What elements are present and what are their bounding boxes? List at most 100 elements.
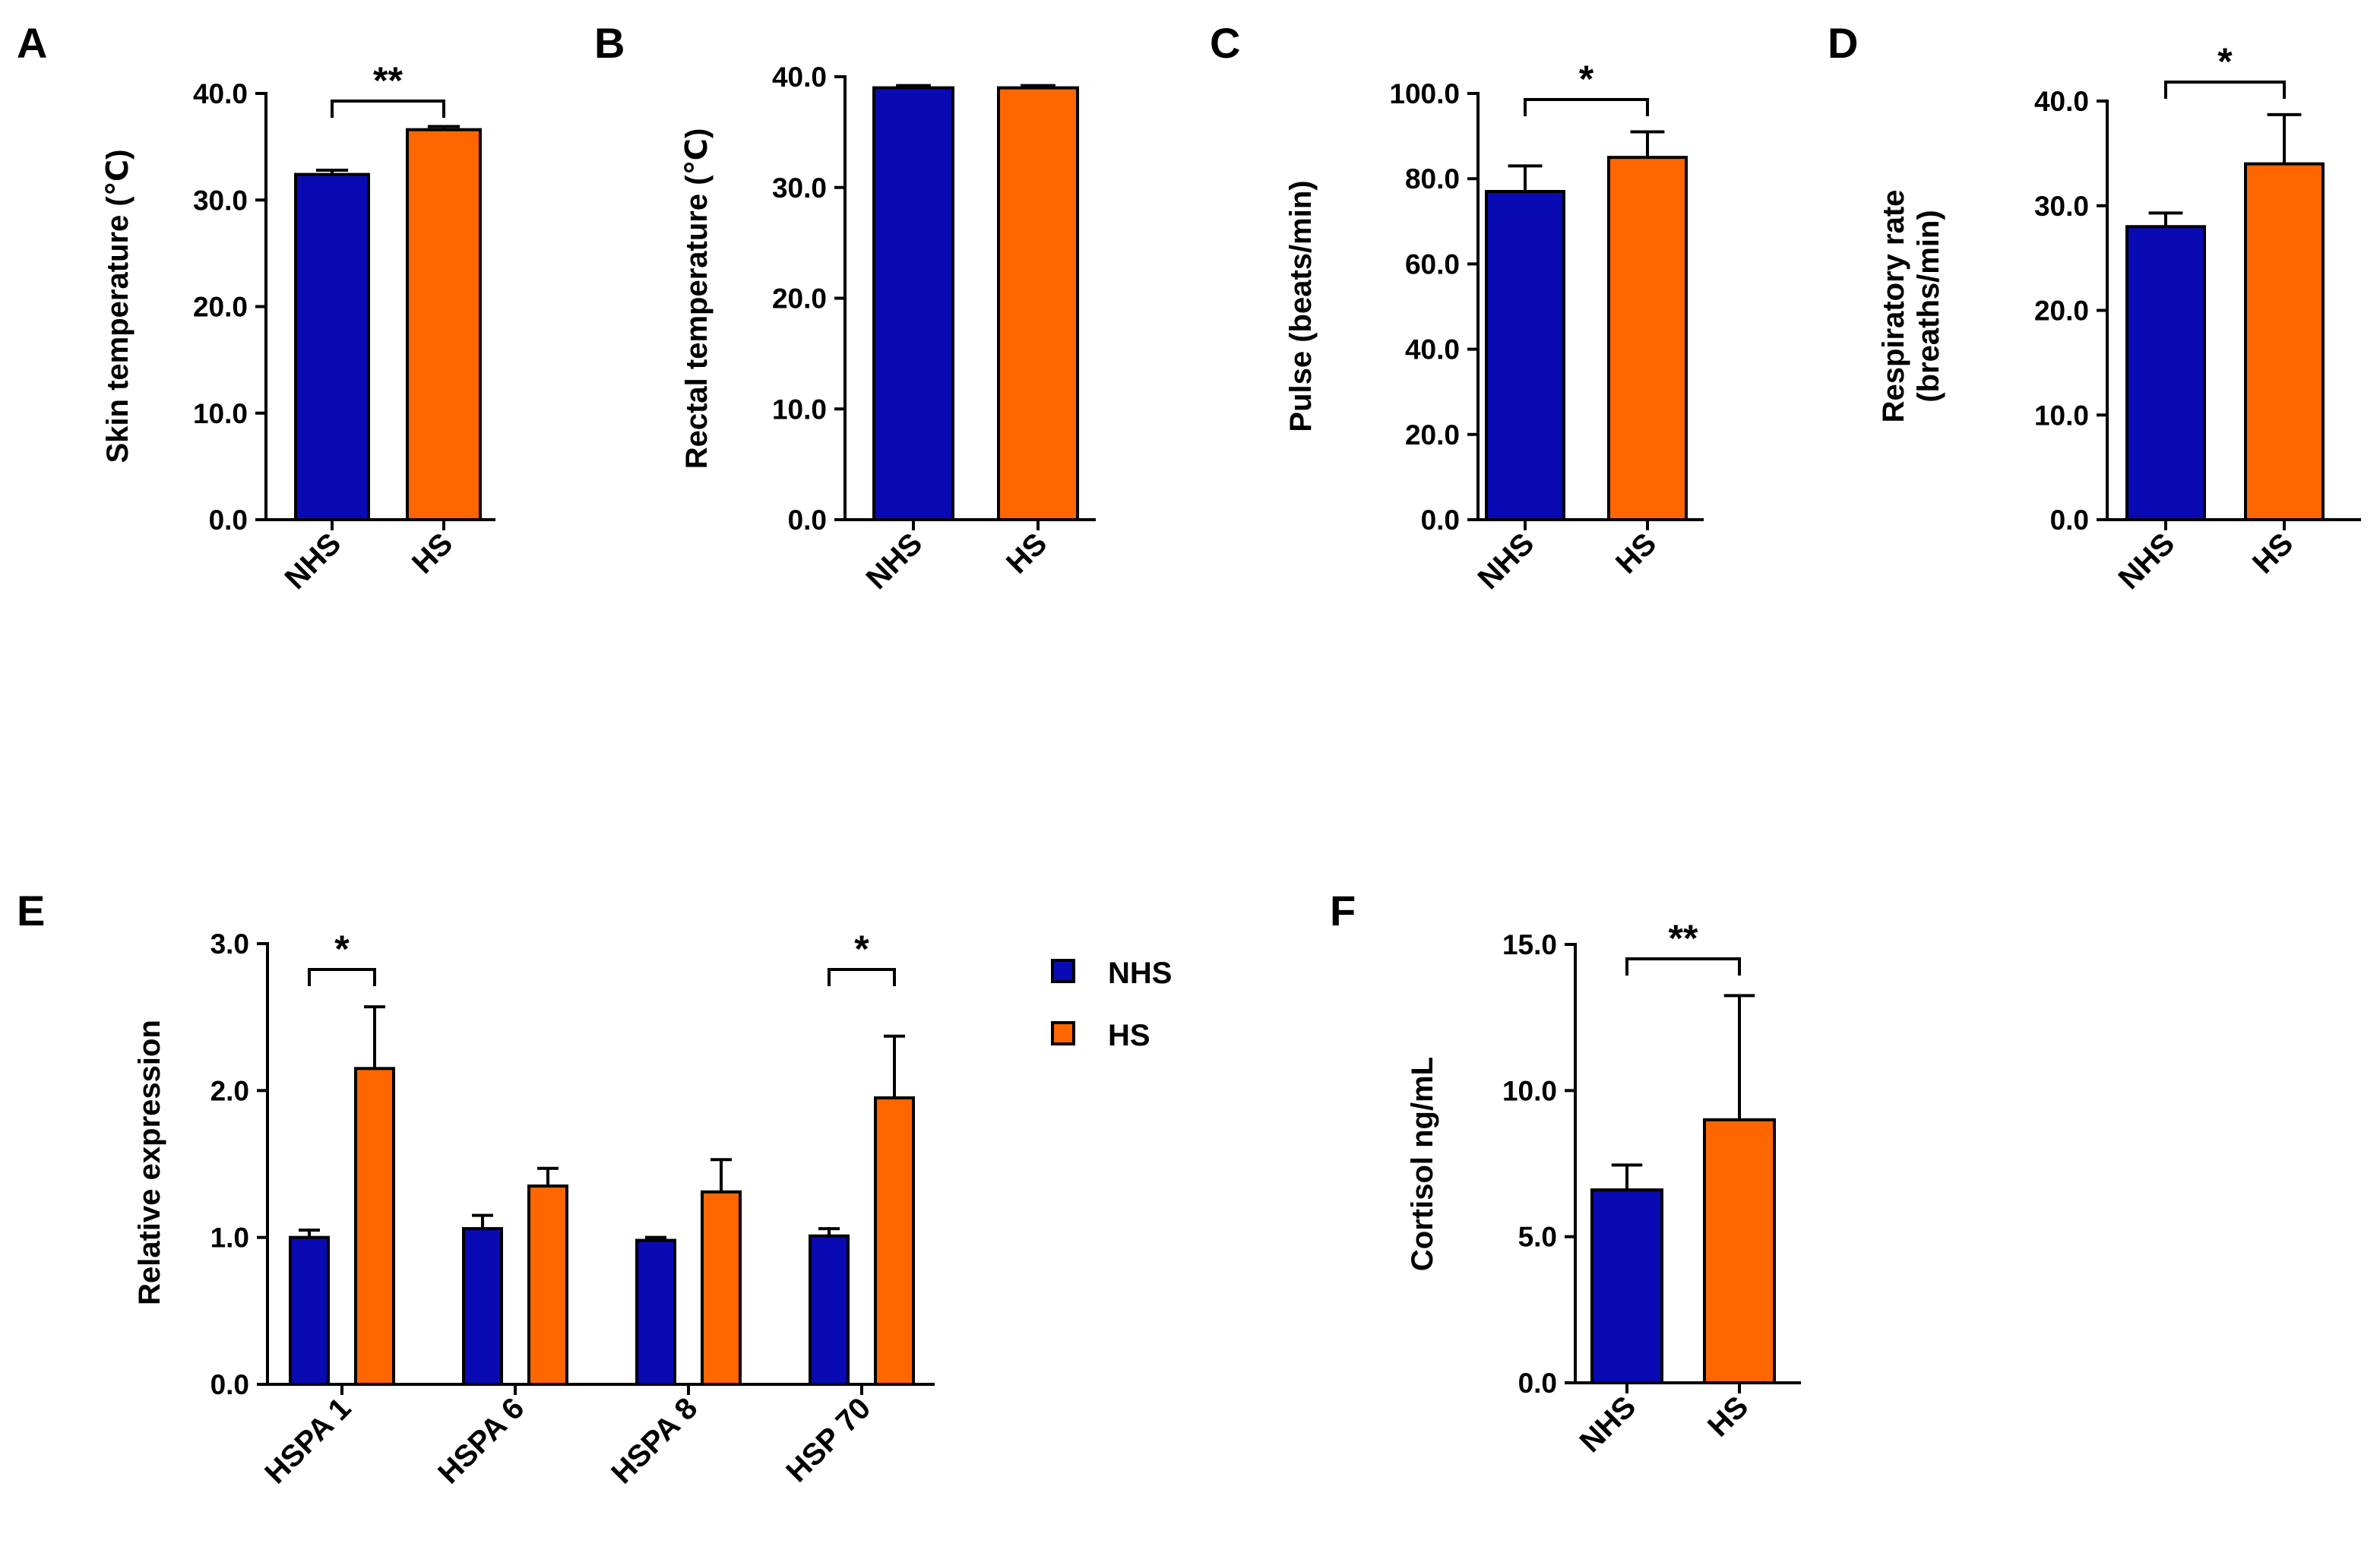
x-tick-label-a-0: NHS: [279, 527, 348, 596]
bar-a-hs-1: [406, 128, 482, 521]
y-tick-label-c-5: 100.0: [1389, 78, 1460, 109]
y-tick-label-d-3: 30.0: [2034, 191, 2089, 222]
bar-e-hs-1: [527, 1185, 568, 1386]
bar-b-nhs-0: [872, 86, 954, 521]
significance-bracket-e-1: [828, 968, 896, 986]
y-tick-label-f-0: 0.0: [1518, 1368, 1557, 1399]
panel-letter-f: F: [1330, 887, 1356, 935]
bar-e-hs-3: [874, 1096, 915, 1386]
y-tick-label-a-0: 0.0: [209, 504, 248, 536]
significance-bracket-d-0-label: *: [2217, 40, 2233, 83]
significance-bracket-e-0-label: *: [334, 928, 350, 970]
y-tick-label-e-2: 2.0: [210, 1075, 249, 1106]
x-tick-label-d-1: HS: [2246, 527, 2299, 580]
panel-f: F: [1330, 887, 1356, 935]
y-tick-label-c-1: 20.0: [1405, 419, 1460, 451]
panel-letter-e: E: [17, 887, 45, 935]
y-axis-label-line-d-0: Respiratory rate: [1877, 190, 1910, 423]
y-tick-label-d-1: 10.0: [2034, 400, 2089, 431]
panel-c: C: [1210, 19, 1240, 67]
chart-b: 0.0 10.0 20.0 30.0 40.0 Rectal temperature (℃…: [680, 62, 1096, 596]
y-tick-label-e-3: 3.0: [210, 928, 249, 960]
bar-d-hs-1: [2244, 162, 2325, 521]
significance-bracket-d-0: [2164, 81, 2286, 99]
y-tick-label-d-2: 20.0: [2034, 296, 2089, 327]
panel-letter-a: A: [17, 19, 47, 67]
bar-f-hs-1: [1703, 1118, 1776, 1385]
y-tick-label-a-4: 40.0: [193, 78, 248, 109]
panel-d: D: [1828, 19, 1858, 67]
bar-c-hs-1: [1607, 156, 1688, 521]
x-tick-label-f-0: NHS: [1574, 1390, 1643, 1459]
y-tick-label-e-0: 0.0: [210, 1369, 249, 1400]
bar-e-nhs-1: [462, 1227, 503, 1386]
y-axis-label-e: Relative expression: [133, 1020, 166, 1305]
legend-label-hs: HS: [1108, 1019, 1150, 1052]
y-axis-label-a: Skin temperature (℃): [101, 150, 135, 463]
x-tick-label-b-1: HS: [1000, 527, 1053, 580]
bar-f-nhs-0: [1590, 1188, 1663, 1384]
y-tick-label-a-3: 30.0: [193, 185, 248, 216]
y-axis-label-f: Cortisol ng/mL: [1406, 1057, 1439, 1271]
bar-e-nhs-2: [635, 1238, 676, 1386]
bar-b-hs-1: [997, 86, 1079, 521]
bar-d-nhs-0: [2125, 225, 2206, 521]
significance-bracket-a-0: [331, 100, 445, 118]
y-axis-label-d: Respiratory rate(breaths/min): [1877, 190, 1945, 423]
y-tick-label-d-0: 0.0: [2050, 504, 2089, 536]
y-tick-label-a-1: 10.0: [193, 398, 248, 429]
x-tick-label-e-1: HSPA 6: [432, 1391, 530, 1490]
chart-a: 0.0 10.0 20.0 30.0 40.0 Skin temperature (℃) N…: [101, 59, 495, 596]
x-tick-label-d-0: NHS: [2113, 527, 2182, 596]
legend-swatch-nhs: [1051, 959, 1075, 983]
panel-a: A: [17, 19, 47, 67]
bar-e-hs-2: [701, 1190, 742, 1386]
x-tick-label-c-1: HS: [1609, 527, 1663, 580]
chart-e: 0.0 1.0 2.0 3.0 Relative expression HSPA 1 HSP…: [133, 928, 935, 1490]
panel-letter-d: D: [1828, 19, 1858, 67]
x-tick-label-c-0: NHS: [1472, 527, 1541, 596]
y-axis-label-line-d-1: (breaths/min): [1912, 210, 1945, 402]
y-tick-label-b-2: 20.0: [772, 283, 827, 315]
y-tick-label-f-1: 5.0: [1518, 1222, 1557, 1253]
legend-swatch-hs: [1051, 1021, 1075, 1045]
y-tick-label-b-1: 10.0: [772, 394, 827, 425]
y-tick-label-b-3: 30.0: [772, 172, 827, 204]
y-tick-label-e-1: 1.0: [210, 1222, 249, 1254]
panel-e: E: [17, 887, 45, 935]
bar-e-hs-0: [354, 1067, 395, 1387]
x-tick-label-e-3: HSP 70: [780, 1391, 877, 1488]
chart-d: 0.0 10.0 20.0 30.0 40.0 Respiratory rate(brea…: [1877, 40, 2361, 596]
significance-bracket-e-0: [308, 968, 376, 986]
bar-a-nhs-0: [294, 172, 370, 521]
panel-b: B: [594, 19, 625, 67]
y-tick-label-f-3: 15.0: [1502, 929, 1557, 960]
significance-bracket-f-0: [1625, 957, 1741, 976]
significance-bracket-f-0-label: **: [1669, 917, 1698, 960]
x-tick-label-e-2: HSPA 8: [605, 1391, 704, 1490]
x-tick-label-e-0: HSPA 1: [258, 1391, 357, 1490]
bar-c-nhs-0: [1485, 190, 1565, 521]
y-axis-label-b: Rectal temperature (℃): [680, 128, 714, 470]
y-tick-label-a-2: 20.0: [193, 292, 248, 323]
significance-bracket-a-0-label: **: [373, 59, 403, 102]
y-tick-label-c-3: 60.0: [1405, 248, 1460, 280]
y-tick-label-d-4: 40.0: [2034, 86, 2089, 117]
legend: NHS HS: [1051, 957, 1172, 1052]
y-tick-label-b-4: 40.0: [772, 62, 827, 93]
significance-bracket-c-0: [1524, 98, 1649, 116]
bar-e-nhs-3: [809, 1234, 850, 1386]
bar-e-nhs-0: [289, 1235, 330, 1386]
panel-letter-c: C: [1210, 19, 1240, 67]
y-axis-label-c: Pulse (beats/min): [1284, 180, 1318, 432]
chart-c: 0.0 20.0 40.0 60.0 80.0 100.0 Pulse (beats/min…: [1284, 58, 1704, 596]
y-tick-label-f-2: 10.0: [1502, 1075, 1557, 1106]
chart-f: 0.0 5.0 10.0 15.0 Cortisol ng/mL NHS HS **: [1406, 917, 1801, 1459]
x-tick-label-b-0: NHS: [860, 527, 929, 596]
y-tick-label-c-0: 0.0: [1421, 504, 1460, 536]
y-tick-label-b-0: 0.0: [788, 504, 827, 536]
y-tick-label-c-2: 40.0: [1405, 334, 1460, 365]
x-tick-label-f-1: HS: [1701, 1390, 1755, 1443]
x-tick-label-a-1: HS: [406, 527, 459, 580]
